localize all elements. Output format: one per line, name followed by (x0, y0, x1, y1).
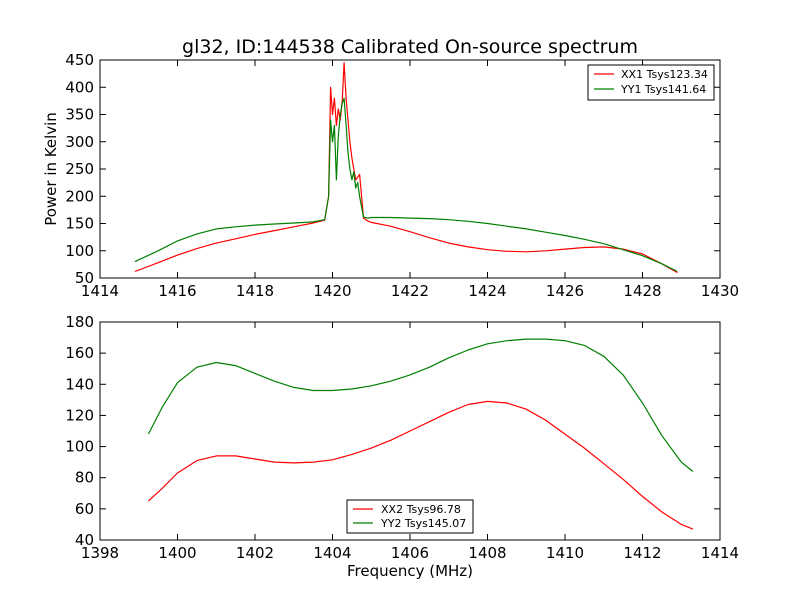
bottom-y-tick-label-100: 100 (65, 438, 94, 456)
top-y-tick-label-400: 400 (65, 78, 94, 96)
bottom-plot: Frequency (MHz) 1398 1400 1402 1404 1406 1408… (65, 313, 739, 580)
top-legend-box (587, 64, 715, 101)
legend-label-xx1: XX1 Tsys123.34 (621, 68, 708, 81)
top-axis-ticks: 1414 1416 1418 1420 1422 1424 1426 1428 1430 50 10… (65, 51, 739, 300)
bottom-x-tick-label-1406: 1406 (391, 544, 429, 562)
legend-label-xx2: XX2 Tsys96.78 (381, 503, 461, 516)
top-y-axis-label: Power in Kelvin (42, 112, 60, 226)
top-x-tick-label-1418: 1418 (236, 282, 274, 300)
bottom-legend: XX2 Tsys96.78 YY2 Tsys145.07 (346, 499, 474, 534)
bottom-y-tick-label-140: 140 (65, 375, 94, 393)
legend-label-yy2: YY2 Tsys145.07 (380, 517, 466, 530)
top-x-tick-label-1426: 1426 (546, 282, 584, 300)
top-plot: gl32, ID:144538 Calibrated On-source spe… (42, 36, 739, 300)
bottom-x-tick-label-1398: 1398 (81, 544, 119, 562)
top-y-tick-label-200: 200 (65, 187, 94, 205)
top-y-tick-label-50: 50 (75, 269, 94, 287)
bottom-y-tick-label-80: 80 (75, 469, 94, 487)
top-y-tick-label-150: 150 (65, 215, 94, 233)
chart-title: gl32, ID:144538 Calibrated On-source spe… (182, 36, 638, 58)
legend-label-yy1: YY1 Tsys141.64 (620, 83, 706, 96)
series-line-yy1 (134, 97, 678, 273)
series-line-yy2 (147, 338, 694, 472)
top-legend: XX1 Tsys123.34 YY1 Tsys141.64 (587, 64, 715, 101)
bottom-y-tick-label-180: 180 (65, 313, 94, 331)
top-x-tick-label-1414: 1414 (81, 282, 119, 300)
bottom-y-tick-label-60: 60 (75, 500, 94, 518)
bottom-x-tick-label-1400: 1400 (158, 544, 196, 562)
top-plot-frame (99, 59, 721, 279)
top-y-tick-label-450: 450 (65, 51, 94, 69)
top-x-tick-label-1430: 1430 (701, 282, 739, 300)
top-y-tick-label-100: 100 (65, 242, 94, 260)
top-series-lines (134, 62, 678, 274)
bottom-y-tick-label-40: 40 (75, 531, 94, 549)
top-y-tick-label-300: 300 (65, 133, 94, 151)
top-y-tick-label-250: 250 (65, 160, 94, 178)
series-line-xx1 (134, 62, 678, 274)
bottom-axis-ticks: 1398 1400 1402 1404 1406 1408 1410 1412 1414 40 60… (65, 313, 739, 562)
top-x-tick-label-1420: 1420 (313, 282, 351, 300)
top-x-tick-label-1428: 1428 (623, 282, 661, 300)
top-y-tick-label-350: 350 (65, 106, 94, 124)
bottom-plot-frame (99, 321, 721, 541)
bottom-y-tick-label-160: 160 (65, 344, 94, 362)
top-x-tick-label-1424: 1424 (468, 282, 506, 300)
bottom-x-tick-label-1408: 1408 (468, 544, 506, 562)
bottom-y-tick-label-120: 120 (65, 406, 94, 424)
bottom-x-tick-label-1404: 1404 (313, 544, 351, 562)
bottom-x-tick-label-1402: 1402 (236, 544, 274, 562)
top-x-tick-label-1422: 1422 (391, 282, 429, 300)
top-x-tick-label-1416: 1416 (158, 282, 196, 300)
bottom-x-tick-label-1412: 1412 (623, 544, 661, 562)
bottom-x-tick-label-1410: 1410 (546, 544, 584, 562)
bottom-series-lines (147, 338, 694, 530)
bottom-x-axis-label: Frequency (MHz) (347, 562, 473, 580)
bottom-legend-box (346, 499, 474, 534)
bottom-x-tick-label-1414: 1414 (701, 544, 739, 562)
series-line-xx2 (147, 400, 694, 530)
